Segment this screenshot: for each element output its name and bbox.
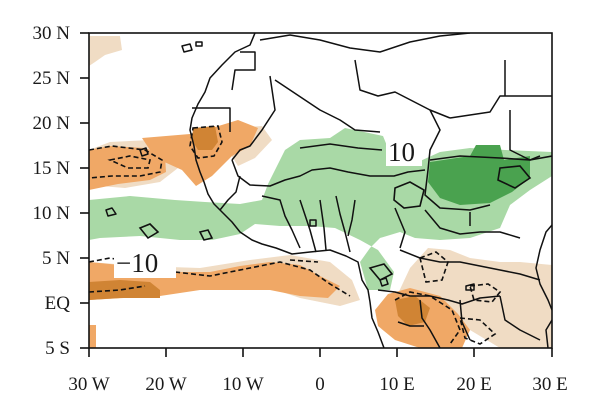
y-tick-label: 10 N: [33, 203, 71, 224]
y-tick-labels: 30 N 25 N 20 N 15 N 10 N 5 N EQ 5 S: [33, 23, 71, 359]
positive-contour-label: 10: [388, 137, 415, 167]
x-tick-label: 30 E: [532, 374, 567, 395]
positive-anomaly-dark-shading: [428, 145, 530, 205]
x-tick-label: 10 W: [222, 374, 263, 395]
coastlines-and-borders: [105, 33, 552, 348]
y-tick-label: EQ: [45, 293, 71, 314]
negative-contour-label: −10: [116, 248, 158, 278]
y-tick-label: 30 N: [33, 23, 71, 44]
y-tick-label: 15 N: [33, 158, 71, 179]
y-tick-label: 20 N: [33, 113, 71, 134]
y-tick-label: 5 S: [45, 338, 70, 359]
x-tick-label: 20 E: [456, 374, 491, 395]
y-tick-label: 25 N: [33, 68, 71, 89]
positive-contours: [138, 143, 552, 281]
negative-contour-label-bg: [114, 250, 176, 278]
x-tick-marks: [88, 348, 553, 357]
x-tick-labels: 30 W 20 W 10 W 0 10 E 20 E 30 E: [68, 374, 567, 395]
x-tick-label: 10 E: [379, 374, 414, 395]
x-tick-label: 30 W: [68, 374, 109, 395]
positive-contour-label-bg: [386, 138, 422, 166]
y-tick-label: 5 N: [42, 248, 70, 269]
y-tick-marks: [80, 32, 89, 349]
x-tick-label: 0: [315, 374, 325, 395]
x-tick-label: 20 W: [145, 374, 186, 395]
